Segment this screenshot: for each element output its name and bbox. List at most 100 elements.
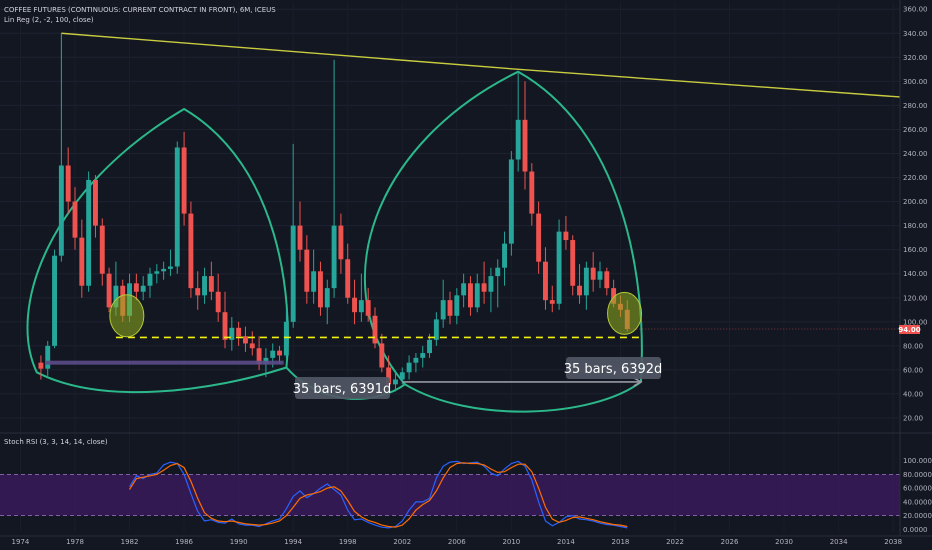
candle-body [468, 283, 473, 308]
candle-body [318, 271, 323, 308]
candle-body [386, 367, 392, 385]
y-tick-label: 60.00 [903, 366, 923, 374]
candle [93, 175, 98, 238]
candle-body [154, 271, 160, 274]
candle-body [427, 339, 432, 354]
candle-body [297, 225, 303, 250]
range-label-right: 35 bars, 6392d [564, 357, 662, 379]
candle [379, 333, 385, 373]
range-arrow-head [633, 377, 643, 387]
x-tick-label: 2026 [721, 538, 739, 546]
y-tick-label: 160.00 [903, 246, 928, 254]
candle [311, 249, 317, 304]
candle-body [338, 225, 344, 260]
y-tick-label: 340.00 [903, 30, 928, 38]
candle [215, 273, 221, 322]
candle [45, 341, 51, 376]
y-tick-label: 300.00 [903, 78, 928, 86]
x-tick-label: 2014 [557, 538, 575, 546]
candle-body [324, 288, 330, 308]
resistance-trendline [61, 32, 901, 98]
candle-body [495, 267, 501, 277]
candle-body [563, 231, 569, 241]
candle [604, 267, 610, 296]
candle-body [522, 119, 528, 172]
candle-body [481, 283, 487, 292]
candle-body [79, 237, 85, 286]
candle [454, 288, 460, 325]
candle-body [174, 147, 180, 267]
candle [481, 261, 487, 304]
candle-body [161, 268, 167, 272]
candle [331, 59, 337, 298]
candle [461, 273, 467, 308]
candle [318, 261, 323, 316]
candle-body [188, 213, 194, 289]
pattern-shape-left [26, 107, 289, 394]
candle [549, 285, 555, 313]
candle-body [536, 213, 542, 262]
candle [597, 261, 603, 289]
candle [65, 147, 71, 214]
range-measure-left [45, 360, 284, 365]
x-tick-label: 1990 [230, 538, 248, 546]
stoch-y-tick-label: 60.0000 [903, 485, 932, 493]
candle-body [345, 259, 351, 298]
candle [440, 279, 446, 328]
candle [290, 143, 296, 328]
candle-body [52, 255, 57, 346]
candle-body [147, 273, 153, 286]
candle-body [311, 271, 317, 292]
candle-body [508, 159, 514, 244]
candle [515, 71, 521, 172]
stoch-y-tick-label: 20.0000 [903, 512, 932, 520]
candle-body [256, 348, 262, 364]
candle [79, 219, 85, 298]
stoch-band-layer [0, 474, 900, 516]
candle-body [65, 165, 71, 202]
stoch-lines [128, 460, 628, 529]
candle-body [502, 243, 507, 268]
candle-body [433, 319, 439, 340]
candle [222, 291, 228, 349]
candle-body [140, 285, 146, 292]
candle-body [215, 291, 221, 313]
candle [393, 372, 398, 392]
candle-body [440, 300, 446, 320]
candle-body [420, 353, 426, 358]
candle [304, 235, 310, 304]
last-price-text: 94.00 [898, 326, 920, 334]
candle [372, 307, 378, 349]
indicator-label: Lin Reg (2, -2, 100, close) [4, 16, 94, 24]
candle-body [604, 271, 610, 289]
x-tick-label: 1986 [175, 538, 193, 546]
x-tick-label: 1974 [12, 538, 30, 546]
x-tick-label: 2006 [448, 538, 466, 546]
candle-body [570, 240, 576, 286]
candle-body [229, 327, 235, 340]
candle-body [277, 350, 282, 356]
candle [352, 279, 357, 325]
candle [154, 264, 160, 284]
candle-body [461, 283, 467, 296]
candle [468, 276, 473, 316]
candles [38, 33, 630, 392]
candle [563, 216, 569, 250]
candle-body [99, 225, 105, 274]
candle-body [133, 283, 139, 292]
range-label-left-text: 35 bars, 6391d [293, 382, 392, 397]
candle-body [106, 273, 112, 308]
candle [556, 219, 562, 310]
candle [52, 249, 57, 349]
y-tick-label: 80.00 [903, 342, 923, 350]
candle [243, 326, 248, 352]
y-tick-label: 360.00 [903, 6, 928, 14]
x-tick-label: 1978 [66, 538, 84, 546]
candle-body [243, 336, 248, 344]
candle [283, 309, 289, 358]
candle-body [38, 362, 44, 369]
candle [570, 235, 576, 296]
candle-body [249, 343, 255, 349]
candle [413, 353, 419, 373]
